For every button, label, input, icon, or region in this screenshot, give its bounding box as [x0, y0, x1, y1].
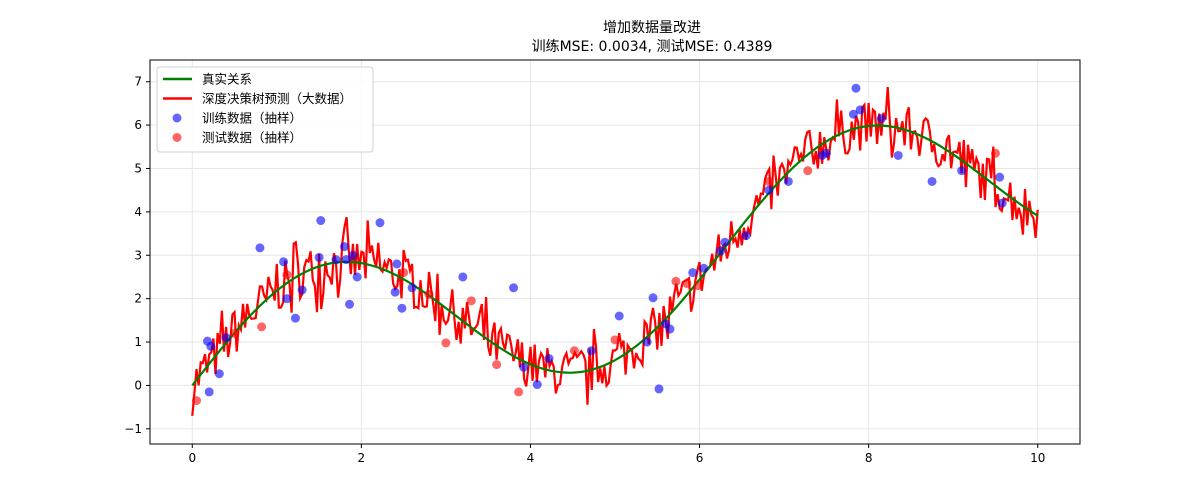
- y-tick-label: 7: [134, 75, 142, 89]
- legend-label: 真实关系: [202, 72, 252, 87]
- train-point: [339, 242, 349, 252]
- train-point: [720, 237, 730, 247]
- x-tick-label: 6: [696, 451, 704, 465]
- x-tick-label: 2: [358, 451, 366, 465]
- train-point: [654, 384, 664, 394]
- train-point: [390, 287, 400, 297]
- train-point: [851, 83, 861, 93]
- train-point: [397, 303, 407, 313]
- train-point: [876, 114, 886, 124]
- train-point: [893, 150, 903, 160]
- chart-title: 增加数据量改进: [603, 20, 701, 36]
- train-point: [688, 268, 698, 278]
- legend-marker-icon: [172, 113, 182, 123]
- train-point: [282, 294, 292, 304]
- test-point: [990, 148, 1000, 158]
- train-point: [509, 283, 519, 293]
- plot-area: [191, 83, 1039, 416]
- test-point: [466, 296, 476, 306]
- train-point: [221, 333, 231, 343]
- train-point: [316, 216, 326, 226]
- test-point: [441, 338, 451, 348]
- train-point: [331, 255, 341, 265]
- train-point: [642, 337, 652, 347]
- legend-marker-icon: [172, 133, 182, 142]
- train-point: [764, 185, 774, 195]
- y-tick-label: 6: [134, 118, 142, 132]
- x-tick-label: 8: [865, 451, 873, 465]
- train-point: [997, 198, 1007, 208]
- train-point: [783, 176, 793, 186]
- train-point: [716, 246, 726, 256]
- test-point: [764, 176, 774, 186]
- train-point: [314, 252, 324, 262]
- train-point: [957, 166, 967, 176]
- train-point: [741, 231, 751, 241]
- test-point: [257, 322, 267, 332]
- axes-frame: [149, 59, 1081, 445]
- train-point: [519, 362, 529, 372]
- y-tick-label: 5: [134, 161, 142, 175]
- train-point: [614, 311, 624, 321]
- train-point: [297, 285, 307, 295]
- train-point: [206, 341, 216, 351]
- train-point: [407, 283, 417, 293]
- train-point: [375, 218, 385, 228]
- test-point: [192, 396, 201, 406]
- test-point: [569, 346, 579, 356]
- train-point: [392, 259, 402, 269]
- train-point: [995, 172, 1005, 182]
- train-point: [648, 293, 658, 303]
- x-tick-label: 0: [188, 451, 196, 465]
- test-point: [693, 281, 703, 291]
- train-point: [255, 243, 265, 253]
- test-point: [282, 270, 292, 280]
- y-tick-label: 3: [134, 248, 142, 262]
- legend-label: 训练数据（抽样）: [202, 111, 302, 126]
- train-point: [532, 380, 542, 390]
- train-point: [341, 255, 351, 265]
- train-point: [586, 346, 596, 356]
- train-point: [699, 263, 709, 273]
- y-tick-label: 1: [134, 335, 142, 349]
- axis-ticks: 0 2 4 6 8 10 −1 0 1 2 3 4 5 6 7: [124, 75, 1045, 465]
- legend-label: 测试数据（抽样）: [202, 130, 302, 145]
- test-point: [399, 268, 409, 278]
- test-point: [514, 387, 524, 397]
- train-point: [348, 250, 358, 260]
- test-point: [492, 360, 502, 370]
- train-point: [821, 148, 831, 158]
- train-point: [345, 299, 355, 309]
- train-point: [927, 176, 937, 186]
- train-point: [204, 387, 214, 397]
- test-point: [682, 278, 692, 288]
- train-point: [214, 369, 224, 379]
- x-tick-label: 10: [1030, 451, 1045, 465]
- train-point: [352, 272, 362, 282]
- train-point: [544, 354, 554, 364]
- test-point: [230, 328, 240, 338]
- train-point: [458, 272, 468, 282]
- test-point: [671, 276, 681, 286]
- test-point: [424, 289, 434, 299]
- test-point: [803, 166, 813, 176]
- legend-label: 深度决策树预测（大数据）: [202, 91, 352, 106]
- x-tick-label: 4: [527, 451, 535, 465]
- test-point: [610, 335, 620, 345]
- y-tick-label: −1: [124, 422, 142, 436]
- y-tick-label: 0: [134, 378, 142, 392]
- train-point: [848, 109, 858, 119]
- train-point: [279, 257, 289, 267]
- train-point: [665, 324, 675, 334]
- train-point: [855, 105, 865, 115]
- y-tick-label: 2: [134, 292, 142, 306]
- y-tick-label: 4: [134, 205, 142, 219]
- train-point: [290, 313, 300, 323]
- chart-subtitle: 训练MSE: 0.0034, 测试MSE: 0.4389: [532, 39, 773, 55]
